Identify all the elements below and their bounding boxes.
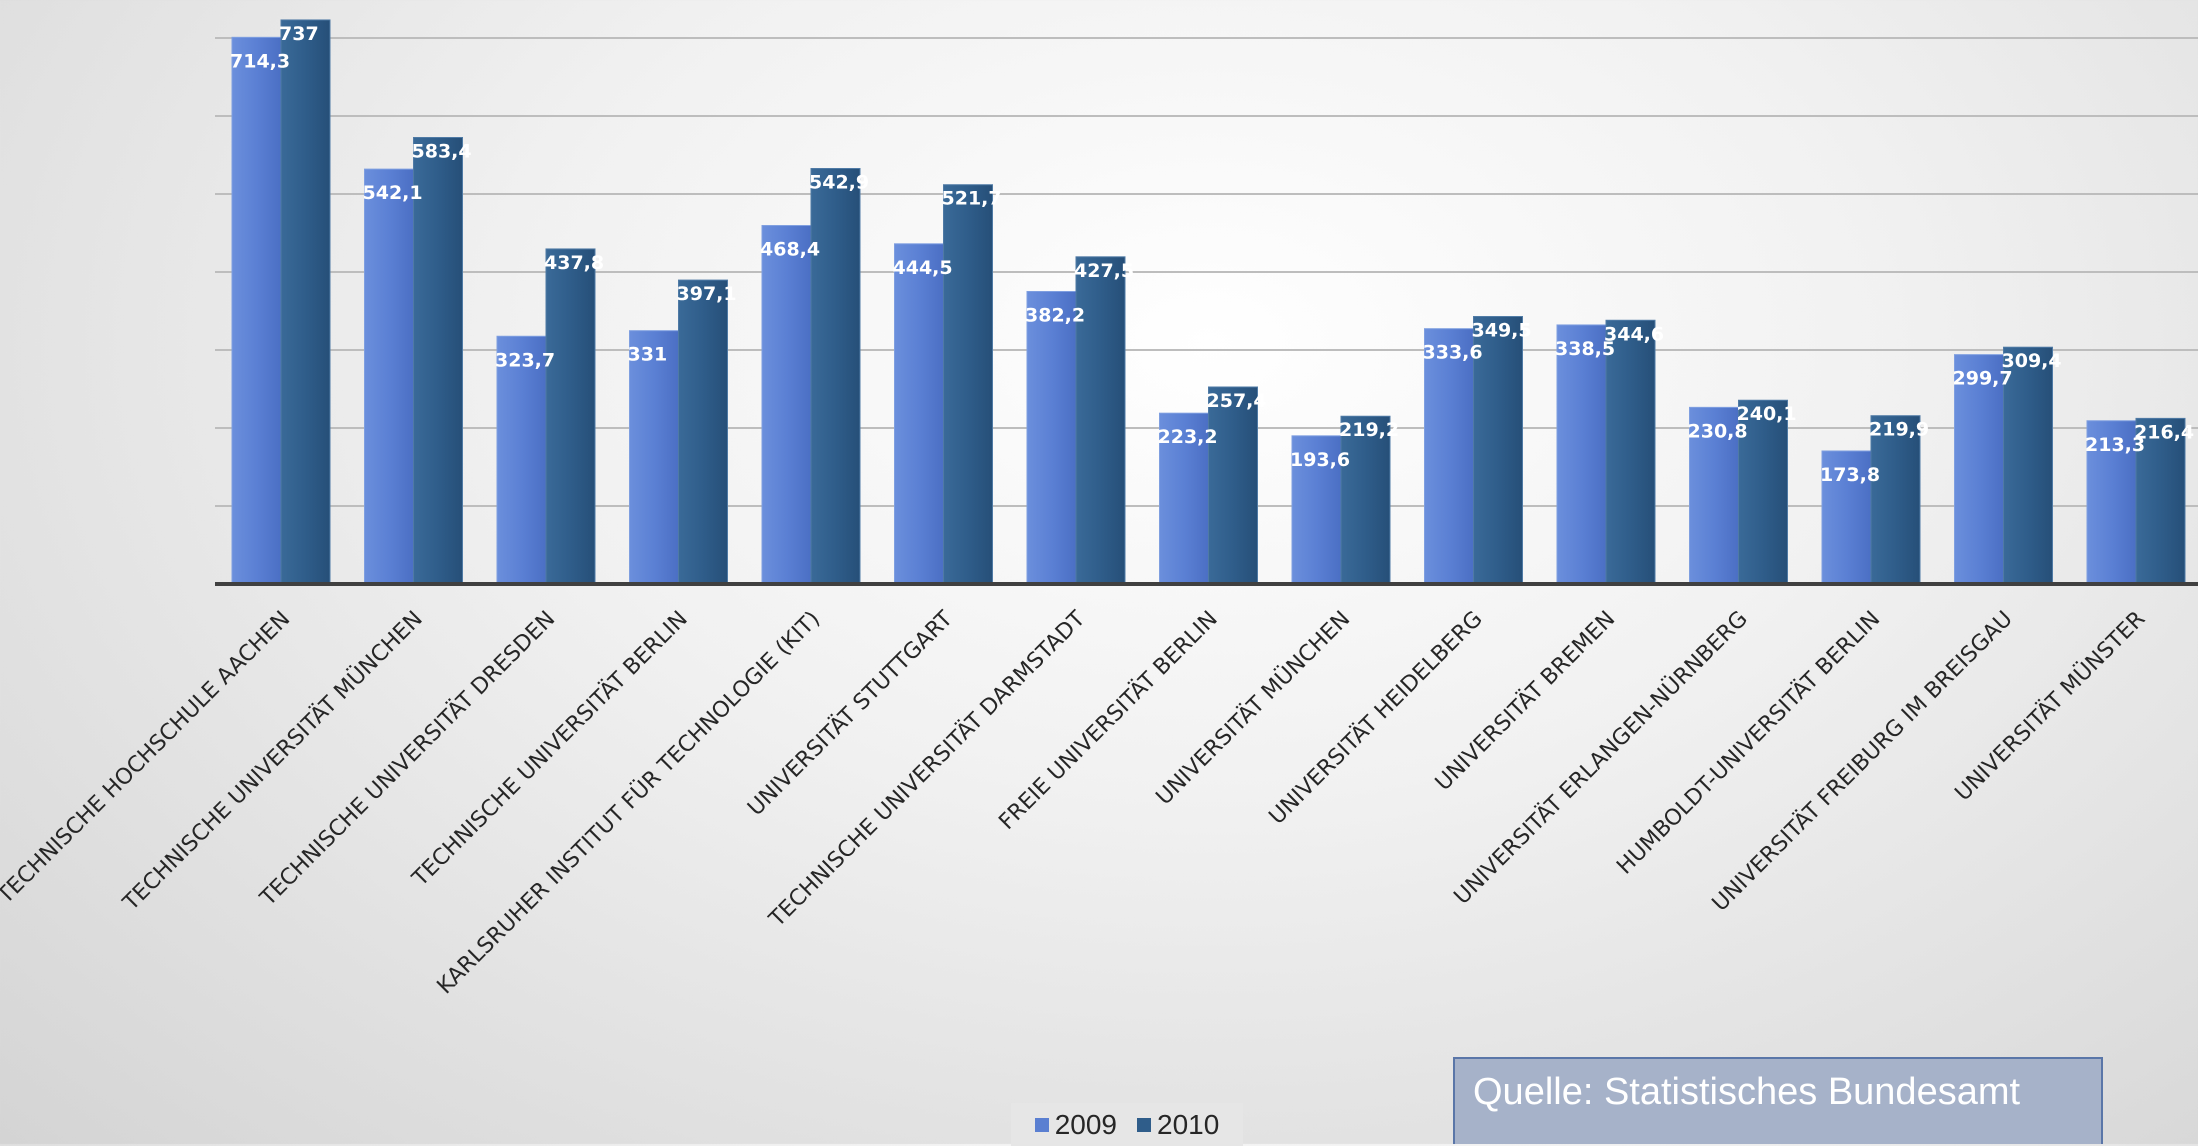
bar-2009 [1689, 406, 1739, 585]
data-label-2010: 542,9 [809, 172, 869, 194]
category-label: UNIVERSITÄT STUTTGART [742, 605, 958, 821]
data-label-2009: 193,6 [1290, 449, 1350, 471]
data-label-2010: 437,8 [544, 252, 604, 274]
data-label-2009: 213,3 [2085, 434, 2145, 456]
value-labels: 714,3 737 542,1 583,4 323,7 437,8 331 397,1 468,… [230, 23, 2194, 486]
data-label-2010: 427,5 [1074, 260, 1134, 282]
legend: 2009 2010 [1011, 1103, 1243, 1146]
bar-2010 [1473, 316, 1523, 585]
bar-2010 [678, 279, 728, 585]
data-label-2010: 257,4 [1207, 390, 1267, 412]
legend-item-2010: 2010 [1137, 1109, 1219, 1141]
bar-2009 [1424, 328, 1474, 585]
data-label-2009: 714,3 [230, 50, 290, 72]
bar-2010 [2003, 346, 2053, 585]
category-label: UNIVERSITÄT ERLANGEN-NÜRNBERG [1449, 606, 1753, 910]
data-label-2009: 382,2 [1025, 304, 1085, 326]
legend-swatch-2009 [1034, 1117, 1049, 1132]
data-label-2009: 331 [628, 344, 668, 366]
data-label-2009: 468,4 [760, 239, 820, 261]
legend-swatch-2010 [1137, 1117, 1151, 1132]
bar-2009 [1291, 435, 1342, 585]
data-label-2009: 323,7 [495, 349, 555, 371]
bar-2010 [1208, 386, 1258, 585]
data-label-2010: 397,1 [677, 283, 737, 305]
category-label: TECHNISCHE HOCHSCHULE AACHEN [0, 607, 295, 910]
data-label-2009: 333,6 [1423, 342, 1483, 364]
bar-2009 [2086, 420, 2137, 585]
bars [231, 19, 2186, 585]
category-label: TECHNISCHE UNIVERSITÄT BERLIN [407, 606, 693, 892]
bar-2009 [231, 36, 282, 585]
category-label: TECHNISCHE UNIVERSITÄT DRESDEN [254, 606, 560, 912]
source-note: Quelle: Statistisches Bundesamt [1453, 1057, 2103, 1144]
bar-2009 [894, 243, 944, 585]
data-label-2009: 223,2 [1158, 426, 1218, 448]
category-label: UNIVERSITÄT HEIDELBERG [1264, 606, 1488, 830]
data-label-2010: 737 [279, 23, 319, 45]
bar-2010 [810, 168, 861, 585]
bar-2009 [364, 168, 414, 585]
category-label: FREIE UNIVERSITÄT BERLIN [994, 606, 1223, 835]
category-label: UNIVERSITÄT FREIBURG IM BREISGAU [1707, 606, 2018, 917]
legend-label-2009: 2009 [1054, 1108, 1117, 1140]
data-label-2010: 349,5 [1472, 320, 1532, 342]
bar-2009 [1026, 290, 1077, 585]
bar-2010 [545, 248, 596, 585]
bar-2010 [1605, 319, 1656, 585]
data-label-2010: 309,4 [2002, 350, 2062, 372]
data-label-2009: 299,7 [1953, 368, 2013, 390]
data-label-2010: 219,2 [1339, 419, 1399, 441]
data-label-2009: 338,5 [1555, 338, 1615, 360]
category-label: TECHNISCHE UNIVERSITÄT MÜNCHEN [117, 606, 427, 916]
legend-item-2009: 2009 [1034, 1108, 1117, 1141]
bar-2009 [1159, 412, 1209, 585]
bar-2010 [413, 137, 463, 585]
data-label-2010: 240,1 [1737, 403, 1797, 425]
bar-2009 [761, 225, 812, 585]
data-label-2010: 583,4 [412, 141, 472, 163]
data-label-2009: 542,1 [363, 182, 423, 204]
data-label-2009: 444,5 [893, 257, 953, 279]
bar-2009 [629, 330, 679, 585]
data-label-2010: 521,7 [942, 188, 1002, 210]
bar-2010 [1340, 415, 1391, 585]
bar-2010 [280, 19, 331, 585]
legend-label-2010: 2010 [1157, 1108, 1220, 1140]
data-label-2010: 219,9 [1869, 419, 1929, 441]
data-label-2010: 344,6 [1604, 323, 1664, 345]
category-label: HUMBOLDT-UNIVERSITÄT BERLIN [1612, 606, 1886, 880]
bar-2010 [1870, 415, 1921, 585]
bar-2009 [496, 335, 547, 585]
bar-2009 [1556, 324, 1607, 585]
bar-2010 [943, 184, 993, 585]
data-label-2009: 230,8 [1688, 420, 1748, 442]
data-label-2010: 216,4 [2134, 421, 2194, 443]
bar-2010 [2135, 417, 2186, 585]
data-label-2009: 173,8 [1820, 464, 1880, 486]
bar-2010 [1738, 399, 1788, 585]
